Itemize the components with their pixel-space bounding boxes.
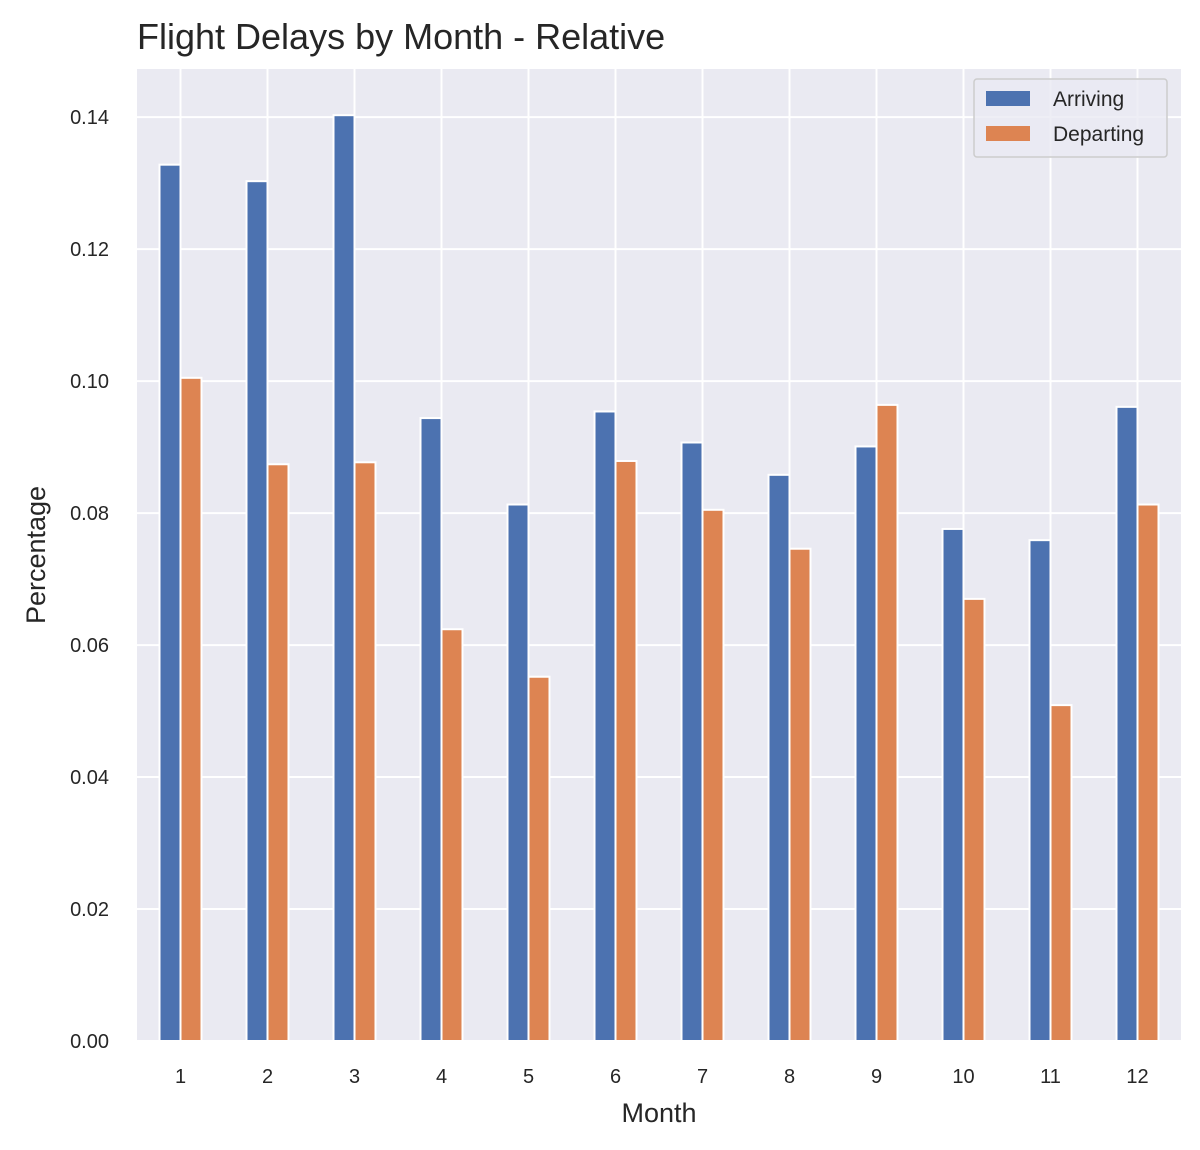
y-tick-label: 0.02 bbox=[70, 899, 109, 921]
bar-arriving-9 bbox=[854, 445, 878, 1043]
legend: Arriving Departing bbox=[973, 78, 1168, 158]
y-tick-label: 0.12 bbox=[70, 239, 109, 261]
y-tick-label: 0.14 bbox=[70, 107, 109, 129]
y-tick-label: 0.00 bbox=[70, 1031, 109, 1053]
bar-arriving-4 bbox=[419, 417, 443, 1042]
bar-arriving-1 bbox=[158, 163, 182, 1043]
bar-departing-10 bbox=[962, 597, 986, 1043]
y-tick-label: 0.08 bbox=[70, 503, 109, 525]
x-tick-label: 9 bbox=[871, 1066, 882, 1088]
bar-arriving-5 bbox=[506, 503, 530, 1042]
bar-arriving-8 bbox=[767, 473, 791, 1043]
y-axis-label: Percentage bbox=[21, 486, 51, 624]
bar-arriving-10 bbox=[941, 527, 965, 1042]
x-tick-label: 6 bbox=[610, 1066, 621, 1088]
x-tick-label: 2 bbox=[262, 1066, 273, 1088]
bar-departing-5 bbox=[527, 675, 551, 1042]
bar-departing-2 bbox=[266, 463, 290, 1043]
bar-departing-12 bbox=[1136, 503, 1160, 1042]
y-tick-label: 0.06 bbox=[70, 635, 109, 657]
y-tick-labels: 0.00 0.02 0.04 0.06 0.08 0.10 0.12 0.14 bbox=[70, 107, 109, 1053]
bar-arriving-7 bbox=[680, 441, 704, 1042]
bar-departing-8 bbox=[788, 547, 812, 1042]
y-tick-label: 0.04 bbox=[70, 767, 109, 789]
chart-title: Flight Delays by Month - Relative bbox=[137, 16, 665, 57]
x-tick-labels: 1 2 3 4 5 6 7 8 9 10 11 12 bbox=[175, 1066, 1149, 1088]
bar-departing-1 bbox=[179, 376, 203, 1042]
x-tick-label: 12 bbox=[1126, 1066, 1148, 1088]
x-tick-label: 1 bbox=[175, 1066, 186, 1088]
x-tick-label: 7 bbox=[697, 1066, 708, 1088]
bar-arriving-12 bbox=[1115, 405, 1139, 1042]
legend-swatch-departing bbox=[986, 126, 1030, 141]
bar-arriving-6 bbox=[593, 410, 617, 1043]
bar-departing-3 bbox=[353, 461, 377, 1042]
x-tick-label: 8 bbox=[784, 1066, 795, 1088]
plot-area bbox=[137, 69, 1181, 1041]
bar-departing-9 bbox=[875, 403, 899, 1042]
x-tick-label: 4 bbox=[436, 1066, 447, 1088]
bar-arriving-3 bbox=[332, 114, 356, 1042]
legend-label-departing: Departing bbox=[1053, 123, 1144, 146]
bar-departing-6 bbox=[614, 459, 638, 1042]
legend-swatch-arriving bbox=[986, 91, 1030, 106]
y-tick-label: 0.10 bbox=[70, 371, 109, 393]
bar-departing-11 bbox=[1049, 704, 1073, 1042]
x-tick-label: 11 bbox=[1040, 1066, 1061, 1088]
bar-arriving-2 bbox=[245, 180, 269, 1043]
x-axis-label: Month bbox=[621, 1098, 696, 1128]
bar-departing-4 bbox=[440, 628, 464, 1042]
x-tick-label: 10 bbox=[952, 1066, 974, 1088]
bar-arriving-11 bbox=[1028, 539, 1052, 1043]
x-tick-label: 5 bbox=[523, 1066, 534, 1088]
x-tick-label: 3 bbox=[349, 1066, 360, 1088]
legend-label-arriving: Arriving bbox=[1053, 88, 1124, 111]
bar-departing-7 bbox=[701, 508, 725, 1042]
bars bbox=[158, 114, 1160, 1043]
